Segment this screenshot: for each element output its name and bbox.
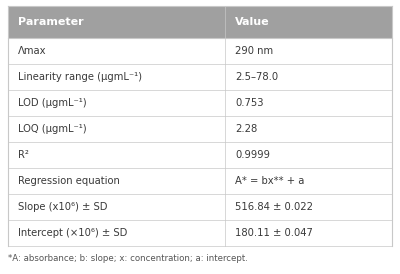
Text: Value: Value bbox=[235, 17, 270, 27]
Text: 2.28: 2.28 bbox=[235, 124, 257, 134]
Text: LOD (μgmL⁻¹): LOD (μgmL⁻¹) bbox=[18, 98, 87, 108]
Text: 516.84 ± 0.022: 516.84 ± 0.022 bbox=[235, 202, 313, 212]
Text: LOQ (μgmL⁻¹): LOQ (μgmL⁻¹) bbox=[18, 124, 87, 134]
Bar bbox=[8, 116, 392, 142]
Bar bbox=[8, 38, 392, 64]
Text: Parameter: Parameter bbox=[18, 17, 84, 27]
Text: 2.5–78.0: 2.5–78.0 bbox=[235, 72, 278, 82]
Text: 0.9999: 0.9999 bbox=[235, 150, 270, 160]
Text: A* = bx** + a: A* = bx** + a bbox=[235, 176, 304, 186]
Bar bbox=[8, 142, 392, 168]
Text: Regression equation: Regression equation bbox=[18, 176, 120, 186]
Bar bbox=[8, 220, 392, 246]
Text: Linearity range (μgmL⁻¹): Linearity range (μgmL⁻¹) bbox=[18, 72, 142, 82]
Text: 180.11 ± 0.047: 180.11 ± 0.047 bbox=[235, 228, 313, 238]
Text: Λmax: Λmax bbox=[18, 46, 46, 56]
Text: Slope (x10⁶) ± SD: Slope (x10⁶) ± SD bbox=[18, 202, 108, 212]
Bar bbox=[8, 64, 392, 90]
Text: Intercept (×10⁶) ± SD: Intercept (×10⁶) ± SD bbox=[18, 228, 127, 238]
Bar bbox=[8, 168, 392, 194]
Bar bbox=[8, 6, 392, 38]
Text: R²: R² bbox=[18, 150, 29, 160]
Text: 0.753: 0.753 bbox=[235, 98, 264, 108]
Text: *A: absorbance; b: slope; x: concentration; a: intercept.: *A: absorbance; b: slope; x: concentrati… bbox=[8, 254, 248, 263]
Bar bbox=[8, 194, 392, 220]
Text: 290 nm: 290 nm bbox=[235, 46, 273, 56]
Bar bbox=[8, 90, 392, 116]
